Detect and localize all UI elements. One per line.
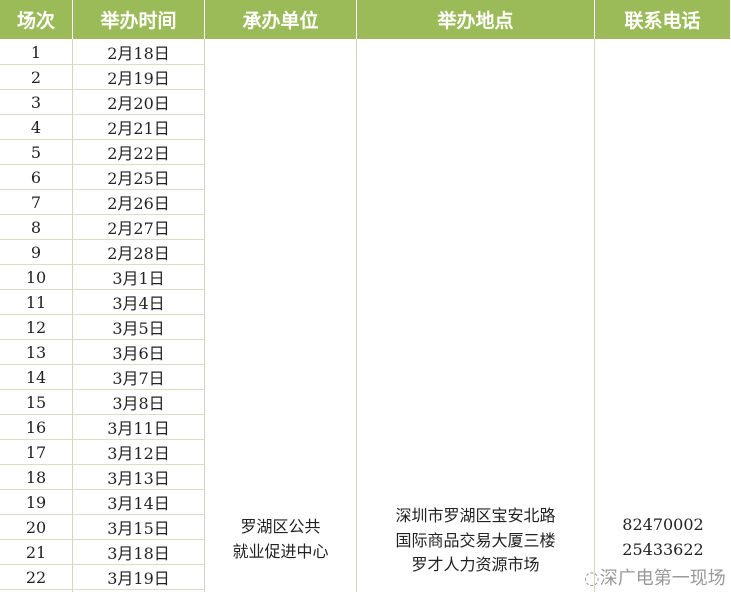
date-cell: 3月18日 [73, 540, 204, 565]
wechat-icon: ◌ [584, 568, 600, 589]
date-cell: 2月22日 [73, 140, 204, 165]
column-header: 承办单位 [205, 0, 357, 39]
session-cell: 2 [0, 65, 72, 90]
date-cell: 3月6日 [73, 340, 204, 365]
venue-line: 深圳市罗湖区宝安北路 [395, 506, 556, 525]
date-cell: 3月19日 [73, 565, 204, 590]
session-cell: 14 [0, 365, 72, 390]
session-cell: 1 [0, 40, 72, 65]
session-cell: 6 [0, 165, 72, 190]
date-cell: 2月26日 [73, 190, 204, 215]
session-cell: 9 [0, 240, 72, 265]
session-cell: 22 [0, 565, 72, 590]
date-cell: 2月25日 [73, 165, 204, 190]
session-cell: 13 [0, 340, 72, 365]
organizer-line: 就业促进中心 [232, 541, 329, 561]
session-cell: 4 [0, 115, 72, 140]
phone-cell: 82470002 25433622 [595, 39, 731, 592]
session-cell: 7 [0, 190, 72, 215]
session-cell: 8 [0, 215, 72, 240]
date-cell: 2月21日 [73, 115, 204, 140]
column-header: 举办时间 [73, 0, 205, 39]
date-cell: 3月1日 [73, 265, 204, 290]
date-cell: 2月28日 [73, 240, 204, 265]
date-cell: 2月19日 [73, 65, 204, 90]
date-cell: 3月15日 [73, 515, 204, 540]
venue-line: 罗才人力资源市场 [411, 555, 540, 574]
session-column: 1 2 3 4 5 6 7 8 9 10 11 12 13 14 15 16 17 18 19 20 21 22 [0, 39, 73, 592]
watermark: ◌深广电第一现场 [584, 568, 726, 589]
date-cell: 3月7日 [73, 365, 204, 390]
date-cell: 2月27日 [73, 215, 204, 240]
organizer-line: 罗湖区公共 [240, 517, 321, 536]
column-header: 场次 [0, 0, 73, 39]
venue-cell: 深圳市罗湖区宝安北路 国际商品交易大厦三楼 罗才人力资源市场 [357, 39, 595, 592]
date-cell: 3月13日 [73, 465, 204, 490]
date-cell: 3月11日 [73, 415, 204, 440]
date-cell: 3月12日 [73, 440, 204, 465]
phone-number: 82470002 [622, 515, 704, 534]
column-header: 举办地点 [357, 0, 595, 39]
session-cell: 19 [0, 490, 72, 515]
session-cell: 10 [0, 265, 72, 290]
date-cell: 3月8日 [73, 390, 204, 415]
column-header: 联系电话 [595, 0, 731, 39]
date-cell: 3月4日 [73, 290, 204, 315]
date-column: 2月18日 2月19日 2月20日 2月21日 2月22日 2月25日 2月26日 2月27日… [73, 39, 205, 592]
session-cell: 21 [0, 540, 72, 565]
date-cell: 3月14日 [73, 490, 204, 515]
session-cell: 11 [0, 290, 72, 315]
session-cell: 12 [0, 315, 72, 340]
session-cell: 20 [0, 515, 72, 540]
date-cell: 2月18日 [73, 40, 204, 65]
session-cell: 16 [0, 415, 72, 440]
phone-number: 25433622 [622, 539, 704, 559]
organizer-cell: 罗湖区公共 就业促进中心 [205, 39, 357, 592]
session-cell: 5 [0, 140, 72, 165]
session-cell: 18 [0, 465, 72, 490]
session-cell: 15 [0, 390, 72, 415]
date-cell: 3月5日 [73, 315, 204, 340]
venue-line: 国际商品交易大厦三楼 [395, 530, 556, 550]
date-cell: 2月20日 [73, 90, 204, 115]
session-cell: 3 [0, 90, 72, 115]
session-cell: 17 [0, 440, 72, 465]
